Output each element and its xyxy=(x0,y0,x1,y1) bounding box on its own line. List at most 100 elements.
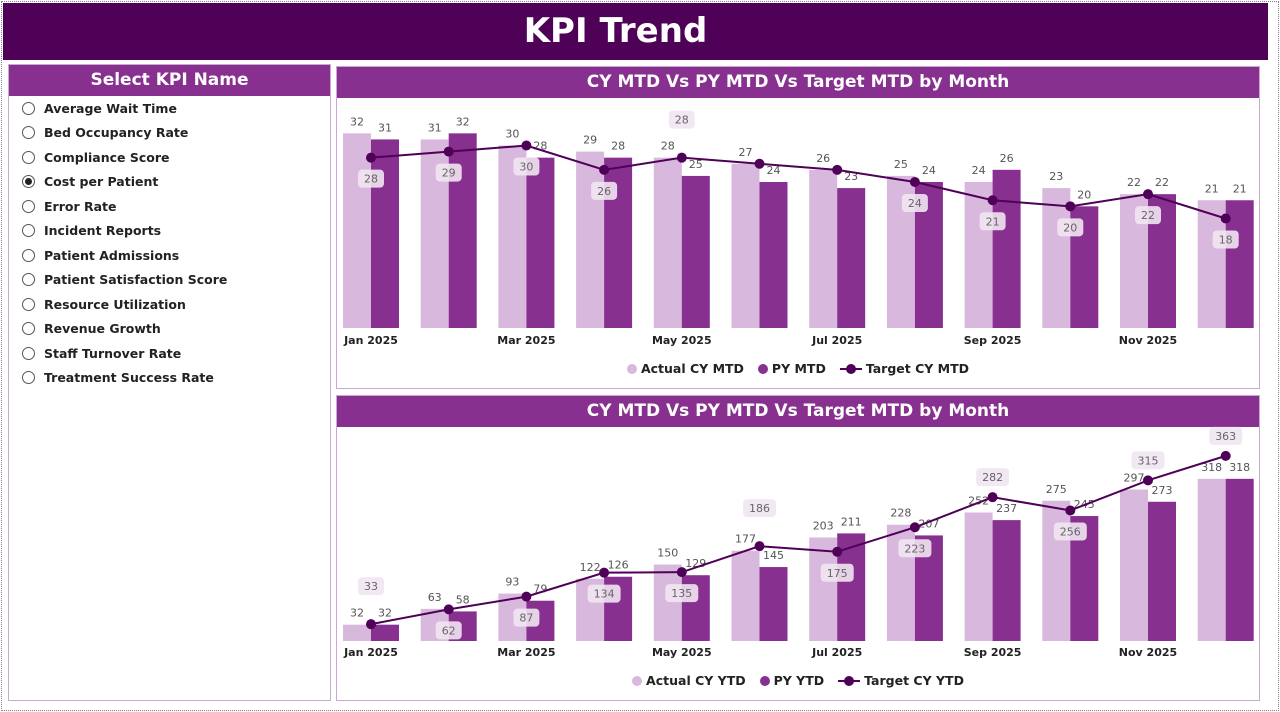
radio-button-icon[interactable] xyxy=(22,199,35,213)
bar-py[interactable] xyxy=(1225,478,1254,641)
target-label-box xyxy=(668,110,695,129)
bar-py[interactable] xyxy=(526,157,555,328)
target-point[interactable] xyxy=(987,195,998,206)
target-point[interactable] xyxy=(443,146,454,157)
data-label-py: 126 xyxy=(608,559,629,572)
kpi-option[interactable]: Staff Turnover Rate xyxy=(9,341,330,366)
bar-actual[interactable] xyxy=(1120,489,1148,641)
bar-actual[interactable] xyxy=(964,182,993,328)
legend-item[interactable]: Target CY MTD xyxy=(839,361,969,376)
bar-actual[interactable] xyxy=(498,145,527,329)
kpi-option[interactable]: Patient Admissions xyxy=(9,243,330,268)
target-point[interactable] xyxy=(521,140,532,151)
radio-button-icon[interactable] xyxy=(22,273,35,287)
legend-item[interactable]: Target CY YTD xyxy=(838,673,964,688)
kpi-option[interactable]: Incident Reports xyxy=(9,219,330,244)
bar-py[interactable] xyxy=(448,133,477,328)
x-tick-label: Nov 2025 xyxy=(1119,334,1177,347)
target-point[interactable] xyxy=(909,177,920,187)
target-point[interactable] xyxy=(1065,505,1076,516)
kpi-option[interactable]: Error Rate xyxy=(9,194,330,219)
data-label-py: 58 xyxy=(456,593,470,606)
target-point[interactable] xyxy=(1065,201,1076,212)
kpi-option[interactable]: Revenue Growth xyxy=(9,317,330,342)
target-point[interactable] xyxy=(1220,450,1231,461)
radio-button-icon[interactable] xyxy=(22,322,35,336)
bar-py[interactable] xyxy=(371,624,399,641)
radio-button-icon[interactable] xyxy=(22,371,35,385)
data-label-py: 32 xyxy=(378,607,392,620)
bar-actual[interactable] xyxy=(653,157,682,328)
bar-py[interactable] xyxy=(1148,501,1176,641)
radio-button-icon[interactable] xyxy=(22,126,35,140)
radio-button-icon[interactable] xyxy=(22,150,35,164)
bar-actual[interactable] xyxy=(809,169,838,328)
bar-actual[interactable] xyxy=(1042,500,1071,641)
target-point[interactable] xyxy=(754,158,765,169)
target-point[interactable] xyxy=(599,567,610,578)
kpi-option[interactable]: Resource Utilization xyxy=(9,292,330,317)
radio-button-icon[interactable] xyxy=(22,248,35,262)
bar-py[interactable] xyxy=(837,188,866,328)
kpi-slicer: Select KPI Name Average Wait Time Bed Occ… xyxy=(8,64,331,701)
bar-actual[interactable] xyxy=(1197,478,1226,641)
target-point[interactable] xyxy=(832,164,843,175)
radio-button-icon[interactable] xyxy=(22,175,35,189)
bar-py[interactable] xyxy=(992,169,1021,328)
kpi-option[interactable]: Average Wait Time xyxy=(9,96,330,121)
kpi-option[interactable]: Cost per Patient xyxy=(9,170,330,195)
data-label-actual: 32 xyxy=(350,607,364,620)
kpi-option[interactable]: Patient Satisfaction Score xyxy=(9,268,330,293)
bar-actual[interactable] xyxy=(1197,200,1226,328)
bar-actual[interactable] xyxy=(1042,188,1071,328)
legend-item[interactable]: PY MTD xyxy=(757,361,826,376)
kpi-option-label: Staff Turnover Rate xyxy=(44,345,182,361)
bar-actual[interactable] xyxy=(343,133,371,328)
bar-actual[interactable] xyxy=(964,512,993,641)
bar-py[interactable] xyxy=(1225,200,1254,328)
bar-actual[interactable] xyxy=(809,537,838,641)
bar-actual[interactable] xyxy=(731,163,760,328)
radio-button-icon[interactable] xyxy=(22,224,35,238)
kpi-option[interactable]: Treatment Success Rate xyxy=(9,366,330,391)
target-point[interactable] xyxy=(987,492,998,503)
data-label-actual: 275 xyxy=(1046,483,1067,496)
bar-actual[interactable] xyxy=(731,550,760,641)
line-marker-icon xyxy=(839,363,862,374)
target-point[interactable] xyxy=(1143,189,1153,200)
bar-py[interactable] xyxy=(992,520,1021,641)
radio-button-icon[interactable] xyxy=(22,101,35,115)
kpi-option[interactable]: Compliance Score xyxy=(9,145,330,170)
target-point[interactable] xyxy=(676,152,687,163)
target-point[interactable] xyxy=(909,522,920,533)
target-point[interactable] xyxy=(521,591,532,602)
target-point[interactable] xyxy=(599,164,610,175)
data-label-actual: 25 xyxy=(894,158,908,171)
bar-py[interactable] xyxy=(371,139,399,328)
legend-item[interactable]: PY YTD xyxy=(759,673,824,688)
kpi-option-label: Incident Reports xyxy=(44,223,162,239)
target-point[interactable] xyxy=(366,619,376,630)
target-point[interactable] xyxy=(832,546,843,557)
bar-actual[interactable] xyxy=(343,624,371,641)
bar-py[interactable] xyxy=(759,567,788,641)
line-marker-icon xyxy=(838,675,861,686)
data-label-actual: 27 xyxy=(739,146,753,159)
bar-py[interactable] xyxy=(681,175,710,328)
target-point[interactable] xyxy=(676,567,687,578)
radio-button-icon[interactable] xyxy=(22,297,35,311)
bar-actual[interactable] xyxy=(653,564,682,642)
target-point[interactable] xyxy=(1143,475,1153,486)
target-point[interactable] xyxy=(443,604,454,615)
kpi-option[interactable]: Bed Occupancy Rate xyxy=(9,121,330,146)
bar-py[interactable] xyxy=(759,182,788,328)
legend-item[interactable]: Actual CY YTD xyxy=(632,673,746,688)
legend-item[interactable]: Actual CY MTD xyxy=(626,361,744,376)
target-point[interactable] xyxy=(366,152,376,163)
target-label-box xyxy=(665,584,699,603)
target-point[interactable] xyxy=(1220,213,1231,224)
radio-button-icon[interactable] xyxy=(22,346,35,360)
target-point[interactable] xyxy=(754,541,765,552)
bar-actual[interactable] xyxy=(576,151,605,328)
